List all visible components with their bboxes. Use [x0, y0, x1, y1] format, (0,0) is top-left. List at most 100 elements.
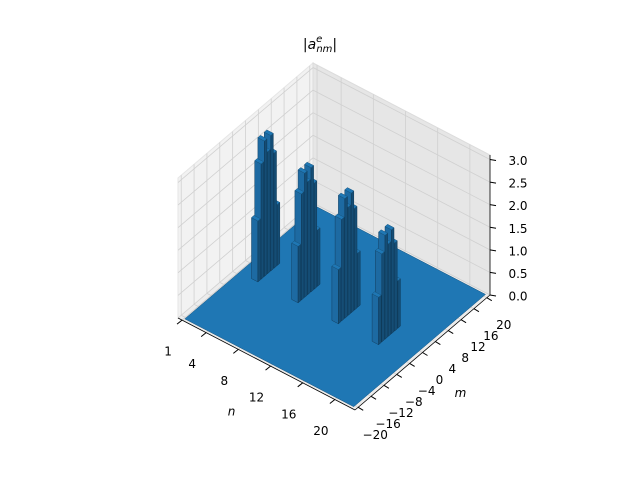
bar-front: [338, 266, 342, 325]
y-tick: [473, 308, 480, 313]
grid-line: [312, 134, 491, 228]
y-tick: [370, 395, 377, 400]
bar-top: [263, 129, 274, 136]
bar-front: [357, 250, 361, 308]
x-tick-label: 16: [281, 407, 296, 421]
y-tick: [357, 406, 364, 411]
y-tick-label: −16: [375, 417, 400, 431]
x-axis-label: n: [228, 405, 236, 419]
z-tick: [489, 159, 497, 162]
bar-top: [371, 291, 382, 298]
z-tick: [489, 249, 497, 252]
title-part: e: [316, 34, 322, 45]
grid-line: [312, 67, 491, 160]
bar: [251, 215, 261, 283]
bar-front: [307, 178, 311, 296]
z-tick-label: 2.0: [508, 199, 527, 213]
bar-front: [270, 132, 274, 272]
y-tick: [486, 297, 493, 302]
y-tick-label: −12: [388, 406, 413, 420]
grid-line: [177, 67, 314, 183]
bar-front: [378, 294, 382, 346]
y-tick: [396, 373, 403, 378]
x-tick-label: 4: [188, 357, 196, 371]
y-tick: [447, 330, 454, 335]
bar-side: [371, 293, 379, 346]
bar-front: [354, 205, 358, 311]
bar-front: [297, 243, 301, 304]
bar-front: [344, 195, 348, 319]
grid-line: [312, 89, 491, 183]
z-tick-label: 1.0: [508, 244, 527, 258]
z-tick: [489, 271, 497, 274]
bar: [291, 240, 302, 304]
bar-front: [341, 216, 345, 322]
x-tick-label: 8: [221, 374, 229, 388]
grid-line: [177, 157, 314, 274]
bar-front: [276, 201, 281, 267]
bar-front: [264, 138, 268, 278]
x-tick: [200, 332, 207, 338]
title-part: |: [303, 37, 308, 53]
bar-top: [251, 215, 261, 222]
x-tick: [233, 348, 239, 354]
bar-front: [350, 190, 355, 314]
bar-front: [394, 240, 398, 332]
bar-front: [304, 170, 308, 298]
bars: [184, 129, 486, 407]
bar-front: [384, 232, 388, 340]
bar-side: [331, 265, 339, 325]
bar-top: [374, 247, 385, 255]
chart-title: |ae nm|: [303, 34, 337, 55]
bar-top: [254, 158, 265, 165]
bar-front: [387, 241, 392, 337]
bar-top: [378, 229, 389, 236]
bar: [371, 291, 382, 346]
bar-top: [294, 188, 305, 195]
grid-line: [177, 202, 314, 319]
grid-line: [177, 180, 314, 296]
bar-top: [331, 263, 342, 270]
bar-front: [317, 227, 321, 287]
y-tick-label: −20: [363, 428, 388, 442]
bar-front: [381, 251, 385, 343]
y-tick-label: −8: [405, 395, 423, 409]
grid-line: [312, 112, 491, 206]
grid-line: [177, 89, 314, 206]
grid-line: [312, 157, 491, 251]
bar-front: [273, 150, 277, 269]
y-tick: [435, 341, 441, 345]
y-tick-label: 4: [449, 362, 457, 376]
y-tick: [422, 352, 428, 356]
z-tick: [489, 204, 497, 207]
z-tick-label: 0.5: [508, 267, 527, 281]
bar-side: [251, 217, 259, 283]
x-tick-label: 12: [249, 391, 264, 405]
z-tick-label: 1.5: [508, 222, 527, 236]
y-tick: [460, 319, 467, 324]
y-tick-label: 0: [436, 373, 444, 387]
bar-top: [291, 240, 302, 247]
grid-line: [177, 134, 314, 251]
bar-top: [304, 161, 315, 168]
bar: [331, 263, 342, 325]
title-part: nm: [316, 44, 332, 55]
bar-front: [397, 278, 401, 329]
bar-top: [384, 223, 395, 231]
bar-front: [267, 149, 271, 275]
bar-top: [344, 187, 355, 194]
x-axis-line: [177, 317, 356, 411]
bar-top: [337, 192, 348, 199]
x-tick: [297, 382, 304, 388]
z-tick: [489, 181, 497, 184]
y-tick-label: 8: [461, 351, 469, 365]
z-tick: [489, 226, 497, 229]
z-tick: [489, 294, 497, 297]
y-tick-label: 20: [496, 318, 511, 332]
x-tick: [329, 399, 336, 404]
y-tick: [409, 363, 415, 367]
bar-top: [334, 213, 345, 220]
y-axis-label: m: [455, 386, 467, 400]
